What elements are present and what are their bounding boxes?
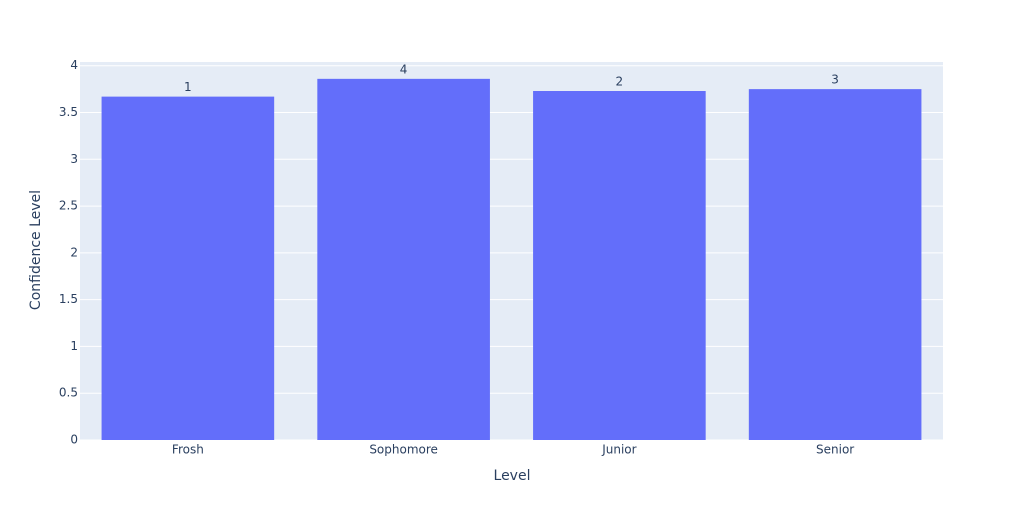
y-tick-label: 4 [70, 58, 78, 72]
bar-text: 3 [831, 73, 839, 87]
y-tick-label: 2.5 [59, 199, 78, 213]
bar-text: 1 [184, 80, 192, 94]
y-tick-label: 1.5 [59, 292, 78, 306]
x-tick-label: Frosh [172, 443, 204, 457]
bar [101, 96, 275, 441]
x-tick-label: Junior [601, 443, 636, 457]
bar [748, 89, 922, 440]
bar-text: 4 [400, 62, 408, 76]
y-axis-title: Confidence Level [28, 190, 44, 310]
y-tick-label: 3 [70, 152, 78, 166]
x-axis-title: Level [494, 468, 531, 484]
x-tick-label: Sophomore [369, 443, 438, 457]
bar [533, 91, 706, 441]
y-tick-label: 0.5 [59, 386, 78, 400]
y-tick-label: 3.5 [59, 105, 78, 119]
y-tick-label: 0 [70, 433, 78, 447]
bar [317, 78, 490, 440]
bar-text: 2 [616, 75, 624, 89]
x-tick-label: Senior [816, 443, 854, 457]
y-tick-label: 2 [70, 245, 78, 259]
y-tick-label: 1 [70, 339, 78, 353]
